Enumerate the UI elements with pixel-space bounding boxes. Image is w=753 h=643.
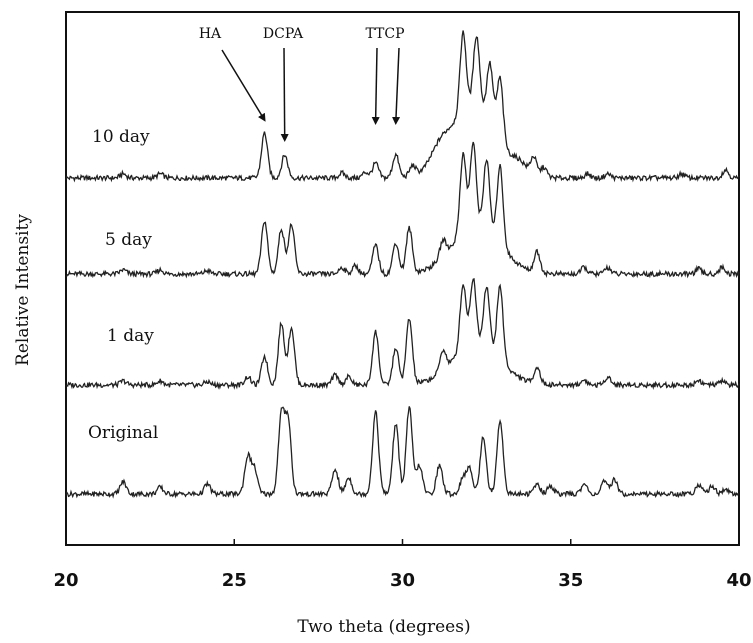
annotation-label-ttcp: TTCP bbox=[365, 26, 404, 42]
annotation-arrow-ttcp-2 bbox=[371, 47, 380, 125]
series-label-5-day: 5 day bbox=[105, 230, 152, 250]
annotation-arrow-dcpa-1 bbox=[280, 47, 289, 142]
series-layer bbox=[65, 30, 740, 499]
annotation-label-dcpa: DCPA bbox=[263, 26, 304, 42]
annotation-arrow-ttcp-3 bbox=[392, 47, 401, 125]
x-tick-label: 25 bbox=[222, 570, 247, 591]
x-tick-label: 35 bbox=[558, 570, 583, 591]
series-line-1-day bbox=[65, 277, 740, 390]
series-line-5-day bbox=[65, 141, 740, 279]
x-tick-label: 40 bbox=[726, 570, 751, 591]
series-label-original: Original bbox=[88, 423, 158, 443]
series-labels: 10 day 5 day 1 day Original bbox=[88, 127, 158, 443]
annotation-label-ha: HA bbox=[199, 26, 222, 42]
series-label-1-day: 1 day bbox=[107, 326, 154, 346]
series-line-original bbox=[65, 406, 740, 499]
y-axis-title: Relative Intensity bbox=[13, 214, 33, 366]
peak-annotations: HA DCPA TTCP bbox=[199, 26, 405, 142]
x-axis-title: Two theta (degrees) bbox=[297, 617, 470, 637]
x-tick-label: 20 bbox=[53, 570, 78, 591]
x-tick-label: 30 bbox=[390, 570, 415, 591]
x-ticks: 20 25 30 35 40 bbox=[53, 539, 752, 591]
series-label-10-day: 10 day bbox=[92, 127, 150, 147]
annotation-arrow-ha-0 bbox=[221, 49, 266, 122]
plot-frame bbox=[65, 11, 740, 546]
series-line-10-day bbox=[65, 30, 740, 183]
